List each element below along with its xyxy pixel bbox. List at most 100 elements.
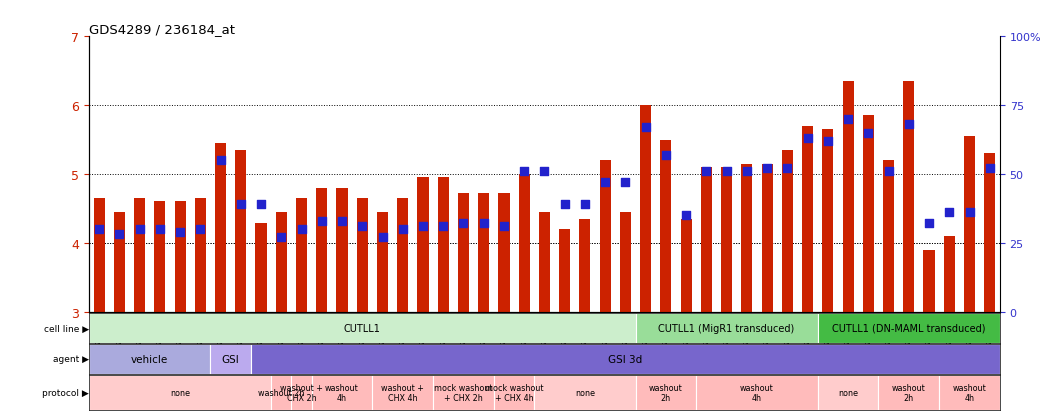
- Bar: [534, 375, 636, 410]
- Text: none: none: [575, 388, 595, 397]
- Bar: [418, 178, 428, 312]
- Text: mock washout
+ CHX 2h: mock washout + CHX 2h: [435, 383, 493, 402]
- Point: [597, 179, 614, 186]
- Point: [293, 226, 310, 233]
- Point: [111, 232, 128, 238]
- Bar: [215, 144, 226, 312]
- Bar: [458, 194, 469, 312]
- Bar: [600, 161, 610, 312]
- Bar: [438, 178, 449, 312]
- Bar: [89, 375, 271, 410]
- Point: [981, 166, 998, 172]
- Point: [131, 226, 148, 233]
- Bar: [640, 106, 651, 312]
- Bar: [818, 375, 878, 410]
- Point: [718, 169, 735, 175]
- Text: protocol ▶: protocol ▶: [42, 388, 89, 397]
- Bar: [878, 375, 939, 410]
- Bar: [154, 202, 165, 312]
- Bar: [494, 375, 534, 410]
- Point: [273, 234, 290, 241]
- Point: [779, 166, 796, 172]
- Point: [638, 124, 654, 131]
- Bar: [696, 375, 818, 410]
- Bar: [357, 199, 367, 312]
- Bar: [843, 82, 853, 312]
- Bar: [478, 194, 489, 312]
- Bar: [636, 375, 696, 410]
- Bar: [397, 199, 408, 312]
- Bar: [336, 188, 348, 312]
- Point: [495, 223, 512, 230]
- Text: washout
2h: washout 2h: [892, 383, 926, 402]
- Point: [900, 122, 917, 128]
- Bar: [822, 130, 833, 312]
- Point: [374, 234, 391, 241]
- Text: cell line ▶: cell line ▶: [44, 324, 89, 332]
- Point: [395, 226, 411, 233]
- Point: [799, 135, 816, 142]
- Bar: [741, 164, 753, 312]
- Point: [313, 218, 330, 225]
- Point: [152, 226, 169, 233]
- Point: [213, 157, 229, 164]
- Bar: [271, 375, 291, 410]
- Point: [192, 226, 208, 233]
- Text: washout
4h: washout 4h: [953, 383, 986, 402]
- Bar: [761, 164, 773, 312]
- Text: CUTLL1 (DN-MAML transduced): CUTLL1 (DN-MAML transduced): [832, 323, 985, 333]
- Bar: [620, 212, 631, 312]
- Bar: [636, 313, 818, 343]
- Text: washout
4h: washout 4h: [740, 383, 774, 402]
- Bar: [681, 219, 692, 312]
- Point: [698, 169, 715, 175]
- Point: [759, 166, 776, 172]
- Text: none: none: [170, 388, 191, 397]
- Text: agent ▶: agent ▶: [53, 355, 89, 363]
- Bar: [175, 202, 185, 312]
- Point: [658, 152, 674, 159]
- Bar: [255, 224, 267, 312]
- Bar: [251, 344, 1000, 374]
- Bar: [93, 199, 105, 312]
- Text: washout
4h: washout 4h: [326, 383, 359, 402]
- Bar: [904, 82, 914, 312]
- Point: [334, 218, 351, 225]
- Bar: [802, 126, 814, 312]
- Text: washout +
CHX 4h: washout + CHX 4h: [381, 383, 424, 402]
- Bar: [316, 188, 328, 312]
- Point: [232, 202, 249, 208]
- Bar: [700, 168, 712, 312]
- Text: washout
2h: washout 2h: [649, 383, 683, 402]
- Bar: [296, 199, 307, 312]
- Point: [536, 169, 553, 175]
- Text: GSI 3d: GSI 3d: [608, 354, 643, 364]
- Text: CUTLL1: CUTLL1: [343, 323, 381, 333]
- Bar: [559, 230, 571, 312]
- Text: mock washout
+ CHX 4h: mock washout + CHX 4h: [485, 383, 543, 402]
- Point: [252, 202, 269, 208]
- Bar: [721, 168, 732, 312]
- Point: [961, 210, 978, 216]
- Bar: [114, 212, 125, 312]
- Bar: [377, 212, 388, 312]
- Text: none: none: [838, 388, 859, 397]
- Bar: [579, 219, 591, 312]
- Bar: [923, 250, 935, 312]
- Point: [860, 130, 876, 137]
- Bar: [863, 116, 874, 312]
- Point: [677, 212, 694, 219]
- Bar: [210, 344, 251, 374]
- Point: [840, 116, 856, 123]
- Point: [172, 229, 188, 235]
- Point: [617, 179, 633, 186]
- Bar: [275, 212, 287, 312]
- Bar: [984, 154, 996, 312]
- Bar: [518, 174, 530, 312]
- Bar: [89, 313, 636, 343]
- Point: [941, 210, 958, 216]
- Bar: [818, 313, 1000, 343]
- Bar: [498, 194, 510, 312]
- Bar: [195, 199, 206, 312]
- Point: [455, 221, 472, 227]
